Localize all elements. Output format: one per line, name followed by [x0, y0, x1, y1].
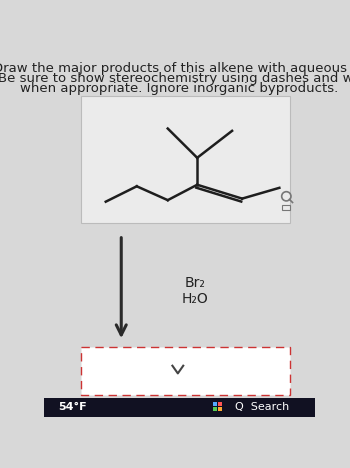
FancyBboxPatch shape [44, 398, 315, 417]
FancyBboxPatch shape [81, 96, 290, 223]
Text: Be sure to show stereochemistry using dashes and we: Be sure to show stereochemistry using da… [0, 73, 350, 85]
FancyBboxPatch shape [81, 347, 290, 395]
FancyBboxPatch shape [213, 407, 217, 411]
FancyBboxPatch shape [218, 402, 222, 406]
FancyBboxPatch shape [213, 402, 217, 406]
Text: Q  Search: Q Search [235, 402, 289, 412]
FancyBboxPatch shape [282, 205, 290, 210]
Text: Br₂: Br₂ [184, 276, 205, 290]
Text: Draw the major products of this alkene with aqueous br: Draw the major products of this alkene w… [0, 62, 350, 75]
Text: H₂O: H₂O [182, 292, 208, 306]
Text: when appropriate. Ignore inorganic byproducts.: when appropriate. Ignore inorganic bypro… [20, 82, 338, 95]
Text: 54°F: 54°F [58, 402, 86, 412]
FancyBboxPatch shape [218, 407, 222, 411]
